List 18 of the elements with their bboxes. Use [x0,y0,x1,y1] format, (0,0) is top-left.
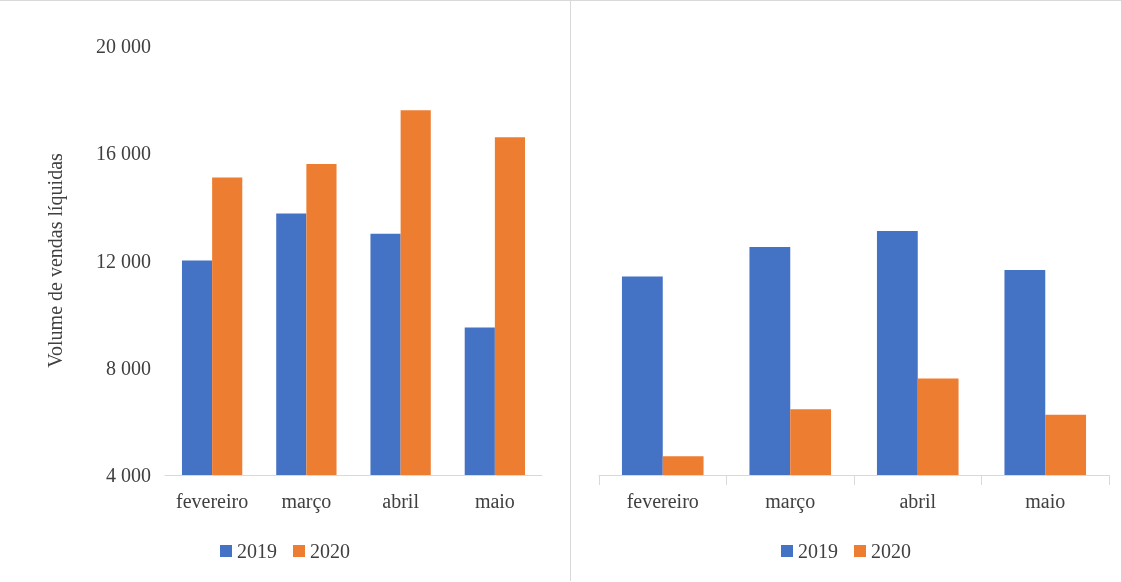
x-tick-label: fevereiro [176,490,249,512]
x-tick-label: maio [474,490,515,512]
legend-label: 2020 [871,540,911,562]
x-tick-label: março [765,490,816,513]
x-tick-label: abril [899,490,937,512]
y-axis-title: Volume de vendas líquidas [44,152,67,368]
y-tick-label: 12 000 [96,249,151,272]
y-tick-label: 20 000 [96,35,151,57]
x-tick-label: março [281,490,332,513]
x-tick-label: fevereiro [626,490,699,512]
y-tick-label: 4 000 [106,464,151,486]
y-tick-label: 16 000 [96,142,151,165]
legend-label: 2019 [798,540,838,562]
legend-label: 2019 [237,540,277,562]
legend-label: 2020 [310,540,350,562]
x-tick-label: maio [1025,490,1066,512]
y-tick-label: 8 000 [106,356,151,379]
x-tick-label: abril [382,490,420,512]
